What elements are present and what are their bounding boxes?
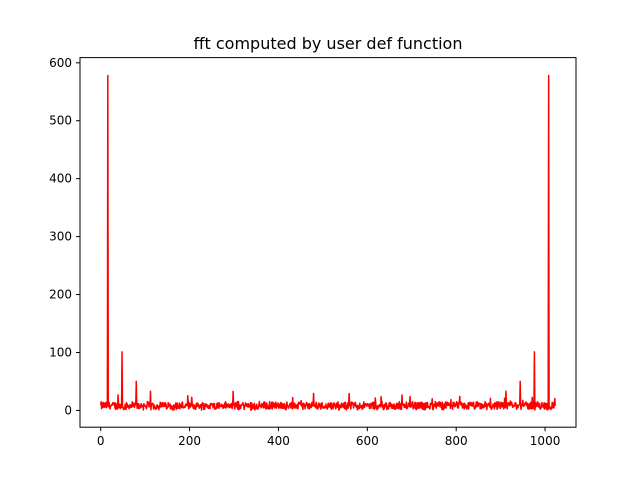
x-axis: 0 200 400 600 800 1000 (97, 427, 560, 448)
y-tick-label: 100 (49, 345, 72, 359)
y-tick-label: 500 (49, 114, 72, 128)
y-axis: 0 100 200 300 400 500 600 (49, 56, 80, 417)
x-tick-label: 0 (97, 434, 105, 448)
series-line (99, 74, 557, 412)
y-tick-label: 0 (64, 403, 72, 417)
y-tick-label: 200 (49, 288, 72, 302)
x-tick-label: 200 (178, 434, 201, 448)
x-tick-label: 400 (267, 434, 290, 448)
x-tick-label: 1000 (530, 434, 561, 448)
x-tick-label: 600 (356, 434, 379, 448)
axes-frame (79, 57, 577, 428)
y-tick-label: 300 (49, 230, 72, 244)
plot-area (99, 74, 557, 412)
x-tick-label: 800 (445, 434, 468, 448)
y-tick-label: 400 (49, 172, 72, 186)
y-tick-label: 600 (49, 56, 72, 70)
chart-title: fft computed by user def function (194, 34, 463, 53)
